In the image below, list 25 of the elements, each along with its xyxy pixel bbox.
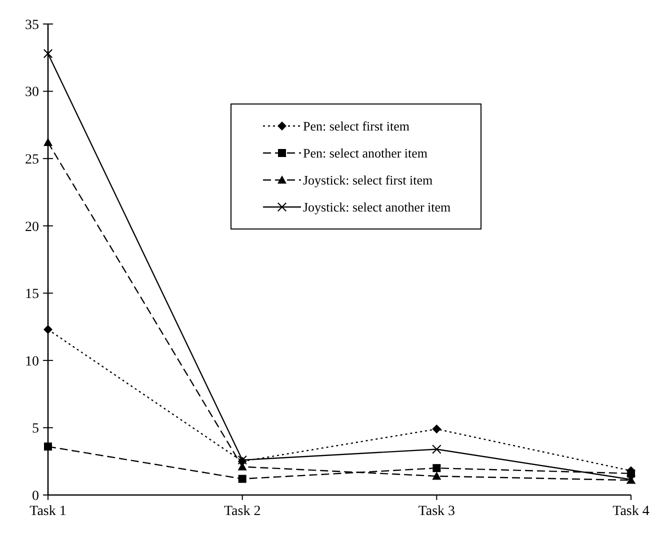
legend-label: Pen: select first item: [303, 118, 410, 134]
point: [44, 49, 52, 58]
x-tick-label: Task 3: [418, 504, 456, 519]
y-tick-label: 35: [25, 18, 39, 33]
point: [432, 464, 441, 472]
y-tick-label: 15: [25, 287, 39, 302]
x-tick-label: Task 1: [30, 504, 66, 519]
legend-label: Joystick: select first item: [303, 172, 433, 188]
y-tick-label: 30: [25, 85, 39, 100]
point: [238, 474, 246, 483]
point: [432, 444, 442, 454]
y-tick-label: 0: [32, 488, 39, 504]
legend-label: Joystick: select another item: [303, 200, 451, 215]
point: [44, 442, 52, 451]
y-tick-label: 5: [32, 422, 39, 437]
point: [432, 472, 442, 480]
point: [432, 424, 442, 434]
y-tick-label: 25: [25, 152, 39, 168]
x-tick-label: Task 4: [612, 504, 650, 519]
legend-label: Pen: select another item: [303, 146, 428, 161]
point: [44, 138, 52, 146]
y-tick-label: 20: [25, 220, 39, 235]
point: [44, 324, 52, 334]
y-tick-label: 10: [25, 354, 39, 370]
x-tick-label: Task 2: [224, 504, 261, 519]
